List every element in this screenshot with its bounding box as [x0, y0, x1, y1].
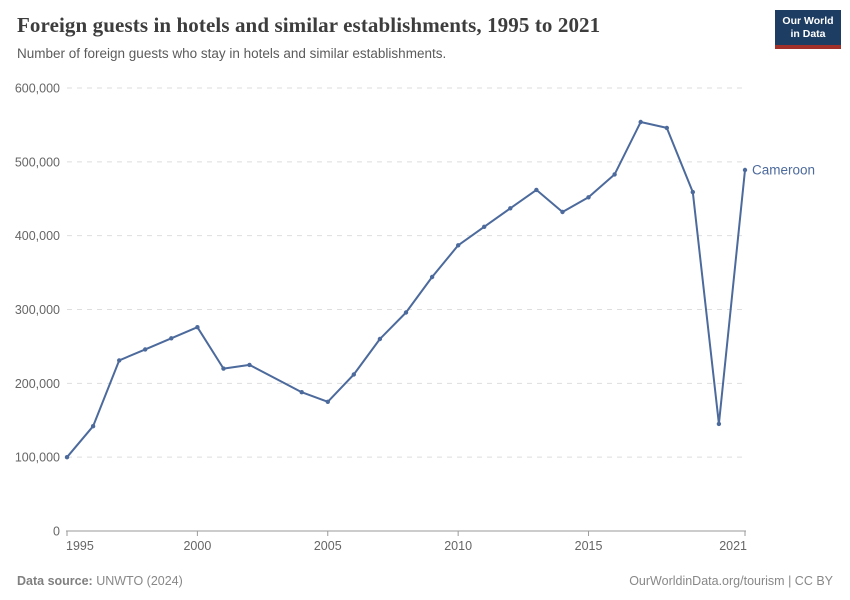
- x-axis-tick-label: 2010: [444, 539, 472, 553]
- data-point[interactable]: [508, 206, 513, 211]
- x-axis-tick-label: 2021: [719, 539, 747, 553]
- owid-logo: Our World in Data: [775, 10, 841, 49]
- data-point[interactable]: [247, 362, 252, 368]
- data-point[interactable]: [586, 195, 591, 200]
- data-source-label: Data source:: [17, 574, 93, 588]
- x-axis-tick-label: 2005: [314, 539, 342, 553]
- owid-logo-line1: Our World: [782, 15, 834, 27]
- data-point[interactable]: [299, 390, 304, 395]
- x-axis-tick-label: 1995: [66, 539, 94, 553]
- data-point[interactable]: [64, 455, 70, 460]
- y-axis-tick-label: 100,000: [15, 451, 60, 465]
- data-point[interactable]: [638, 119, 643, 125]
- series-entity-label: Cameroon: [752, 162, 815, 177]
- data-point[interactable]: [456, 243, 461, 248]
- data-point[interactable]: [403, 310, 409, 315]
- data-point[interactable]: [351, 372, 356, 377]
- y-axis-tick-label: 300,000: [15, 303, 60, 317]
- data-point[interactable]: [169, 336, 174, 341]
- data-point[interactable]: [429, 274, 435, 280]
- y-axis-tick-label: 200,000: [15, 377, 60, 391]
- data-point[interactable]: [612, 172, 617, 177]
- data-point[interactable]: [560, 209, 565, 215]
- footer-separator: |: [784, 574, 795, 588]
- page-title: Foreign guests in hotels and similar est…: [17, 13, 601, 37]
- x-axis-tick-label: 2000: [183, 539, 211, 553]
- license-label: CC BY: [794, 574, 833, 588]
- owid-url-link[interactable]: OurWorldinData.org/tourism: [629, 574, 785, 588]
- owid-logo-line2: in Data: [790, 27, 826, 40]
- data-point[interactable]: [377, 336, 383, 342]
- chart-footer: Data source: UNWTO (2024) OurWorldinData…: [17, 574, 833, 588]
- x-axis-tick-label: 2015: [575, 539, 603, 553]
- data-point[interactable]: [325, 399, 330, 404]
- y-axis-tick-label: 500,000: [15, 155, 60, 169]
- data-point[interactable]: [221, 366, 226, 371]
- data-point[interactable]: [664, 125, 669, 131]
- data-point[interactable]: [482, 224, 487, 229]
- data-point[interactable]: [90, 424, 96, 429]
- y-axis-tick-label: 600,000: [15, 82, 60, 96]
- chart-header: Foreign guests in hotels and similar est…: [17, 13, 755, 61]
- data-point[interactable]: [143, 347, 148, 352]
- footer-right: OurWorldinData.org/tourism | CC BY: [629, 574, 833, 588]
- y-axis-tick-label: 400,000: [15, 229, 60, 243]
- series-line: [66, 121, 746, 459]
- data-point[interactable]: [195, 325, 200, 330]
- data-source-value: UNWTO (2024): [92, 574, 183, 588]
- data-point[interactable]: [742, 167, 748, 173]
- y-axis-tick-label: 0: [53, 525, 60, 539]
- data-point[interactable]: [690, 189, 695, 195]
- chart-subtitle: Number of foreign guests who stay in hot…: [17, 46, 447, 61]
- data-point[interactable]: [117, 358, 122, 363]
- data-point[interactable]: [716, 421, 722, 427]
- data-source: Data source: UNWTO (2024): [17, 574, 183, 588]
- data-point[interactable]: [534, 187, 539, 193]
